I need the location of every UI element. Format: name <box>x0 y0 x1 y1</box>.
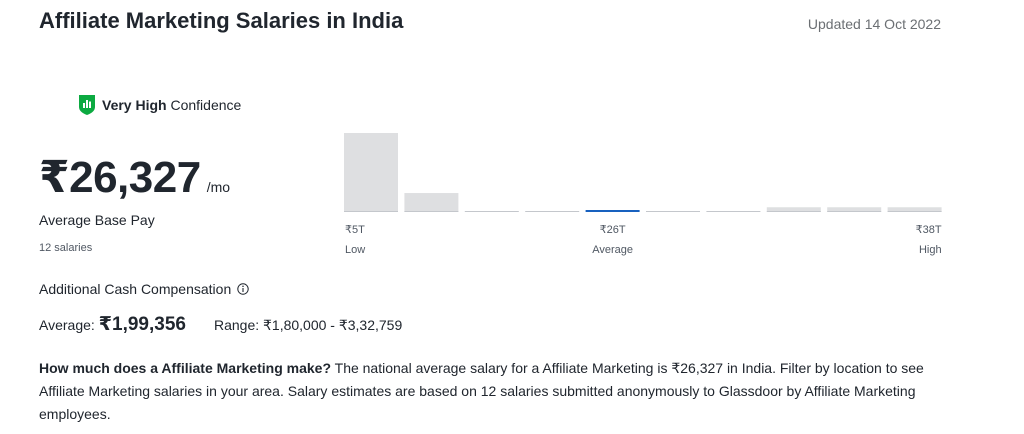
confidence-badge: Very High Confidence <box>78 94 241 116</box>
additional-range: Range: ₹1,80,000 - ₹3,32,759 <box>213 317 403 333</box>
additional-average-label: Average: <box>39 317 95 333</box>
description-text: The national average salary for a Affili… <box>39 360 924 422</box>
additional-average-value: ₹1,99,356 <box>98 314 186 335</box>
pay-amount: ₹26,327 <box>39 153 201 202</box>
bin-baseline <box>706 211 761 212</box>
confidence-level: Very High <box>102 97 167 113</box>
additional-compensation-values: Average: ₹1,99,356 Range: ₹1,80,000 - ₹3… <box>39 313 402 336</box>
average-bin-marker <box>585 210 640 212</box>
salary-description: How much does a Affiliate Marketing make… <box>39 357 959 426</box>
updated-date: Updated 14 Oct 2022 <box>807 16 941 32</box>
bin-baseline <box>404 211 459 212</box>
bin-baseline <box>525 211 580 212</box>
tick-label: ₹5T <box>345 224 365 236</box>
tick-label: ₹38T <box>916 224 942 236</box>
bin-baseline <box>766 211 821 212</box>
tick-sublabel: Low <box>345 244 365 256</box>
bin-baseline <box>646 211 700 212</box>
histogram-bar <box>827 207 882 212</box>
bin-baseline <box>344 211 398 212</box>
tick-label: ₹26T <box>600 224 626 236</box>
tick-sublabel: High <box>919 244 942 256</box>
histogram-bar <box>404 193 459 212</box>
pay-unit: /mo <box>206 179 231 195</box>
bin-baseline <box>827 211 882 212</box>
pay-label: Average Base Pay <box>39 212 155 228</box>
bin-baseline <box>464 211 519 212</box>
salary-count: 12 salaries <box>39 242 93 254</box>
description-question: How much does a Affiliate Marketing make… <box>39 360 331 376</box>
tick-sublabel: Average <box>592 244 633 256</box>
confidence-suffix: Confidence <box>166 97 242 113</box>
additional-compensation-heading: Additional Cash Compensation <box>39 281 249 297</box>
histogram-bar <box>766 207 821 212</box>
additional-compensation-label: Additional Cash Compensation <box>39 281 232 297</box>
shield-bars-icon <box>79 95 95 115</box>
bin-baseline <box>887 211 942 212</box>
info-icon[interactable] <box>237 283 249 295</box>
average-pay: ₹26,327 /mo <box>39 152 230 203</box>
page-title: Affiliate Marketing Salaries in India <box>39 8 404 33</box>
histogram-bar <box>344 133 398 212</box>
salary-distribution-chart: ₹5T Low ₹26T Average ₹38T High <box>344 133 942 256</box>
histogram-bar <box>887 207 942 212</box>
